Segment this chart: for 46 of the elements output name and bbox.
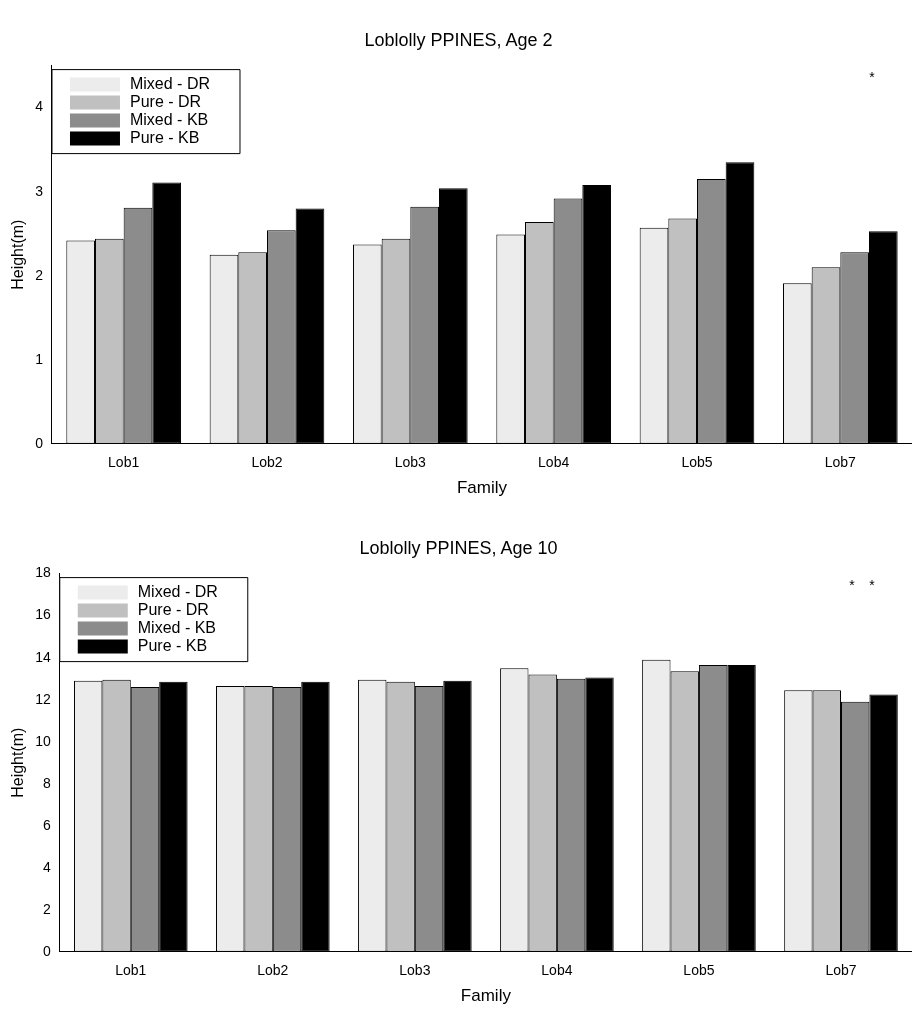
y-tick-label: 2	[42, 900, 51, 917]
x-tick-label: Lob7	[824, 454, 857, 471]
y-axis-title: Height(m)	[9, 219, 27, 290]
y-tick-label: 12	[35, 690, 51, 707]
y-tick-label: 18	[35, 564, 51, 581]
y-tick-label: 1	[35, 350, 44, 367]
x-tick-label: Lob3	[399, 962, 431, 979]
chart-title: Loblolly PPINES, Age 10	[359, 537, 558, 558]
x-tick-label: Lob1	[108, 454, 140, 471]
x-tick-label: Lob4	[538, 454, 570, 471]
legend-label: Mixed - DR	[129, 75, 210, 93]
legend-label: Pure - DR	[129, 93, 202, 111]
legend-label: Mixed - DR	[137, 583, 218, 601]
chart-title: Loblolly PPINES, Age 2	[364, 29, 553, 50]
y-tick-label: 2	[35, 266, 44, 283]
legend-label: Pure - KB	[137, 637, 208, 655]
legend-label: Mixed - KB	[137, 619, 217, 637]
bar	[295, 208, 325, 444]
y-tick-label: 14	[35, 648, 51, 665]
y-tick-label: 10	[35, 732, 51, 749]
x-tick-label: Lob2	[251, 454, 283, 471]
y-tick-label: 4	[35, 98, 44, 115]
y-tick-label: 8	[42, 774, 51, 791]
bar	[869, 231, 898, 444]
x-tick-label: Lob7	[825, 962, 857, 979]
y-tick-label: 6	[42, 816, 51, 833]
x-axis-title: Family	[460, 986, 512, 1006]
legend-label: Pure - DR	[137, 601, 209, 619]
x-tick-label: Lob4	[541, 962, 573, 979]
y-tick-label: 4	[42, 858, 51, 875]
y-tick-label: 3	[35, 182, 44, 199]
legend-label: Mixed - KB	[129, 111, 209, 129]
annotation: *	[869, 577, 876, 594]
x-tick-label: Lob1	[115, 962, 147, 979]
legend-label: Pure - KB	[129, 129, 200, 147]
annotation: *	[849, 577, 856, 594]
x-tick-label: Lob2	[257, 962, 289, 979]
y-tick-label: 16	[35, 606, 51, 623]
annotation: *	[869, 69, 876, 86]
y-axis-title: Height(m)	[9, 727, 27, 798]
y-tick-label: 0	[35, 434, 44, 451]
y-tick-label: 0	[42, 942, 51, 959]
x-tick-label: Lob5	[683, 962, 715, 979]
x-tick-label: Lob5	[681, 454, 713, 471]
x-tick-label: Lob3	[394, 454, 427, 471]
x-axis-title: Family	[456, 478, 508, 498]
